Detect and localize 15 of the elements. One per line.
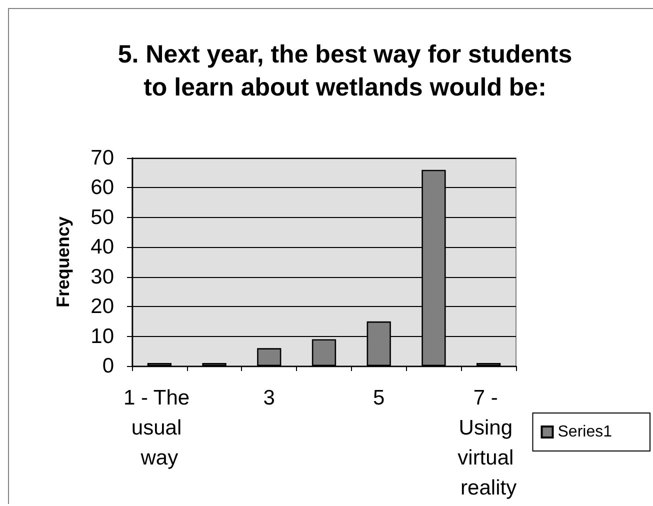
y-tick-label: 40	[90, 236, 114, 259]
x-tick-label: 5	[373, 386, 385, 410]
y-tick-label: 20	[90, 295, 114, 318]
y-tick-label: 30	[90, 265, 114, 288]
x-tick-label: 1 - The usual way	[123, 386, 196, 470]
y-axis-title: Frequency	[53, 216, 73, 308]
x-tick-label: 3	[263, 386, 275, 410]
y-tick-label: 50	[90, 206, 114, 229]
y-tick-label: 0	[102, 354, 114, 378]
y-tick-label: 60	[90, 176, 114, 200]
y-tick-label: 10	[90, 324, 114, 348]
x-tick-label: 7 - Using virtual reality	[458, 386, 520, 500]
legend-label: Series1	[558, 424, 612, 440]
chart-title: 5. Next year, the best way for students to learn about wetlands would be:	[118, 40, 572, 102]
y-tick-label: 70	[90, 146, 114, 170]
